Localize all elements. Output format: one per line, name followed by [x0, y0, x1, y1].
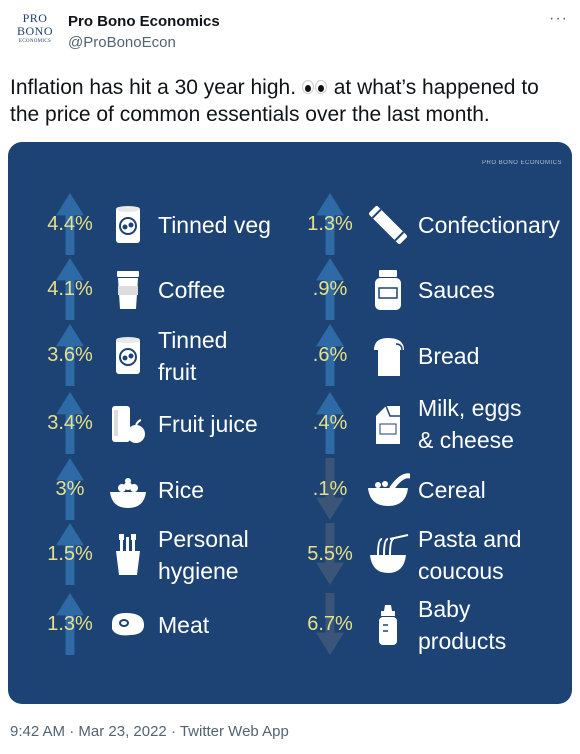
- percent-change: 1.3%: [47, 613, 93, 635]
- item-label-line1: Cereal: [418, 477, 486, 503]
- item-label: Tinned veg: [158, 209, 271, 241]
- percent-change: 1.5%: [47, 543, 93, 565]
- up-arrow-icon: [316, 193, 344, 255]
- item-label-line1: Meat: [158, 612, 210, 638]
- percent-change: 4.4%: [47, 213, 93, 235]
- item-label-line1: Bread: [418, 343, 480, 369]
- separator: ·: [65, 723, 79, 740]
- item-label: Coffee: [158, 274, 225, 306]
- up-arrow-icon: [316, 392, 344, 454]
- logo-text-line1: PRO: [22, 11, 48, 25]
- down-arrow-icon: [316, 523, 344, 585]
- item-label-line1: Tinned: [158, 327, 228, 353]
- item-label-line1: Sauces: [418, 277, 495, 303]
- percent-change: 3.6%: [47, 344, 93, 366]
- item-label: Personal hygiene: [158, 523, 249, 587]
- candy-bar-icon: [369, 206, 407, 244]
- percent-change: .6%: [312, 344, 348, 366]
- tweet-source: Twitter Web App: [179, 723, 289, 740]
- up-arrow-icon: [56, 193, 84, 255]
- up-arrow-icon: [56, 458, 84, 520]
- item-label-line2: products: [418, 628, 507, 654]
- item-label-line1: Baby: [418, 596, 471, 622]
- item-label-line2: hygiene: [158, 558, 239, 584]
- account-handle[interactable]: @ProBonoEcon: [68, 34, 176, 51]
- item-label-line1: Confectionary: [418, 212, 560, 238]
- item-label: Tinned fruit: [158, 324, 227, 388]
- up-arrow-icon: [56, 523, 84, 585]
- item-label: Confectionary: [418, 209, 560, 241]
- infographic-card[interactable]: PRO BONO ECONOMICS 4.4% Tinned veg 4.1% Cof…: [8, 142, 572, 704]
- percent-change: 4.1%: [47, 278, 93, 300]
- percent-change: .9%: [312, 278, 348, 300]
- percent-change: .1%: [312, 478, 348, 500]
- can-icon: [116, 206, 140, 243]
- percent-change: 6.7%: [307, 613, 353, 635]
- rice-bowl-icon: [110, 478, 146, 508]
- item-label-line2: coucous: [418, 558, 504, 584]
- up-arrow-icon: [56, 392, 84, 454]
- item-label: Pasta and coucous: [418, 523, 522, 587]
- up-arrow-icon: [316, 324, 344, 386]
- percent-change: 1.3%: [307, 213, 353, 235]
- eyes-emoji-icon: [301, 79, 328, 95]
- tweet-text-part2: at what’s happened to the price of commo…: [10, 76, 539, 126]
- percent-change: 3%: [55, 478, 85, 500]
- percent-change: .4%: [312, 412, 348, 434]
- can-icon: [116, 337, 140, 374]
- baby-bottle-icon: [379, 605, 397, 645]
- percent-change: 5.5%: [307, 543, 353, 565]
- item-label-line1: Personal: [158, 526, 249, 552]
- sauce-jar-icon: [375, 270, 401, 310]
- item-label: Cereal: [418, 474, 486, 506]
- item-label-line1: Fruit juice: [158, 411, 258, 437]
- item-label: Rice: [158, 474, 204, 506]
- toothbrush-cup-icon: [116, 534, 140, 575]
- tweet-date[interactable]: Mar 23, 2022: [78, 723, 167, 740]
- tweet-text: Inflation has hit a 30 year high. at wha…: [10, 74, 570, 128]
- down-arrow-icon: [316, 593, 344, 655]
- tweet-text-part1: Inflation has hit a 30 year high.: [10, 76, 297, 99]
- tweet-footer: 9:42 AM · Mar 23, 2022 · Twitter Web App: [10, 723, 289, 740]
- noodle-bowl-icon: [370, 534, 409, 573]
- bread-icon: [374, 338, 404, 376]
- account-avatar[interactable]: PRO BONO ECONOMICS: [10, 12, 60, 56]
- account-name[interactable]: Pro Bono Economics: [68, 13, 220, 30]
- steak-icon: [112, 613, 144, 636]
- item-label-line1: Rice: [158, 477, 205, 503]
- item-label: Bread: [418, 340, 479, 372]
- item-label: Fruit juice: [158, 408, 258, 440]
- juice-apple-icon: [112, 406, 145, 443]
- tweet-header: PRO BONO ECONOMICS Pro Bono Economics @P…: [10, 8, 570, 58]
- item-label-line1: Tinned veg: [158, 212, 271, 238]
- logo-text-line3: ECONOMICS: [18, 39, 52, 44]
- more-options-icon[interactable]: ···: [549, 10, 568, 27]
- item-label: Meat: [158, 609, 209, 641]
- up-arrow-icon: [56, 324, 84, 386]
- up-arrow-icon: [56, 258, 84, 320]
- item-label-line2: fruit: [158, 359, 197, 385]
- percent-change: 3.4%: [47, 412, 93, 434]
- logo-text-line2: BONO: [16, 24, 53, 38]
- milk-carton-icon: [376, 405, 400, 444]
- item-label-line1: Coffee: [158, 277, 226, 303]
- item-label: Milk, eggs & cheese: [418, 392, 522, 456]
- up-arrow-icon: [316, 258, 344, 320]
- cereal-bowl-icon: [368, 473, 410, 506]
- item-label-line1: Pasta and: [418, 526, 522, 552]
- up-arrow-icon: [56, 593, 84, 655]
- item-label-line1: Milk, eggs: [418, 395, 522, 421]
- item-label: Baby products: [418, 593, 506, 657]
- watermark-logo: PRO BONO ECONOMICS: [481, 160, 562, 166]
- tweet-time[interactable]: 9:42 AM: [10, 723, 66, 740]
- item-label-line2: & cheese: [418, 427, 514, 453]
- item-label: Sauces: [418, 274, 495, 306]
- separator: ·: [166, 723, 180, 740]
- coffee-cup-icon: [117, 271, 139, 309]
- down-arrow-icon: [316, 458, 344, 520]
